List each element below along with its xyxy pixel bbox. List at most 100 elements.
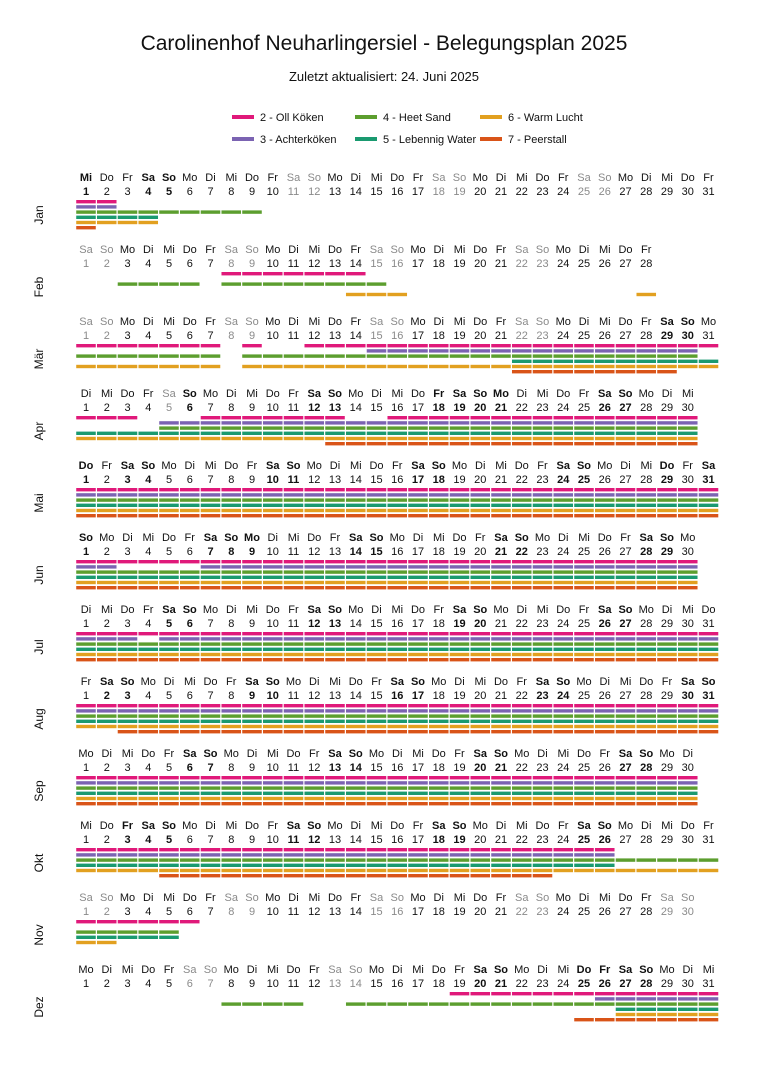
weekday-tick: Do (432, 964, 446, 976)
legend-item: 2 - Oll Köken (232, 112, 324, 124)
weekday-tick: Mo (618, 172, 633, 184)
day-tick: 27 (619, 618, 631, 630)
weekday-tick: Fr (413, 172, 424, 184)
occupancy-bar (262, 436, 283, 441)
weekday-tick: Sa (121, 460, 135, 472)
occupancy-bar (449, 786, 470, 790)
occupancy-bar (615, 781, 636, 785)
weekday-tick: Mo (493, 388, 509, 400)
occupancy-bar (200, 344, 221, 348)
occupancy-bar (242, 658, 262, 662)
occupancy-bar (262, 647, 283, 651)
occupancy-bar (76, 930, 96, 934)
occupancy-bar (636, 349, 657, 353)
day-tick: 24 (557, 834, 569, 846)
occupancy-bar (221, 704, 242, 708)
occupancy-bar (304, 637, 325, 641)
occupancy-bar (532, 436, 553, 441)
weekday-tick: Do (79, 460, 94, 472)
occupancy-bar (179, 647, 200, 651)
weekday-tick: Mo (701, 316, 716, 328)
month-block: SepMo1Di2Mi3Do4Fr5Sa6So7Mo8Di9Mi10Do11Fr… (32, 748, 698, 806)
occupancy-bar (553, 647, 574, 651)
occupancy-bar (636, 508, 657, 513)
day-tick: 6 (187, 186, 193, 198)
occupancy-bar (511, 992, 532, 996)
occupancy-bar (200, 560, 221, 564)
weekday-tick: Di (683, 748, 693, 760)
day-tick: 15 (370, 258, 382, 270)
weekday-tick: Fr (122, 172, 133, 184)
occupancy-bar (76, 508, 96, 513)
occupancy-bar (553, 796, 574, 801)
occupancy-bar (138, 344, 159, 348)
occupancy-bar (366, 442, 387, 446)
occupancy-bar (449, 730, 470, 734)
occupancy-bar (553, 416, 574, 420)
occupancy-bar (242, 781, 262, 785)
occupancy-bar (511, 503, 532, 507)
occupancy-bar (387, 586, 408, 590)
occupancy-bar (387, 853, 408, 857)
weekday-tick: Fr (600, 748, 611, 760)
occupancy-bar (428, 575, 449, 579)
weekday-tick: Mo (182, 172, 197, 184)
occupancy-bar (594, 426, 615, 430)
weekday-tick: Do (183, 892, 197, 904)
occupancy-bar (179, 848, 200, 852)
day-tick: 25 (578, 762, 590, 774)
day-tick: 17 (412, 834, 424, 846)
occupancy-bar (470, 874, 491, 878)
occupancy-bar (283, 704, 304, 708)
occupancy-bar (698, 508, 719, 513)
occupancy-bar (511, 868, 532, 873)
occupancy-bar (511, 786, 532, 790)
occupancy-bar (242, 730, 262, 734)
day-tick: 10 (267, 402, 279, 414)
occupancy-bar (636, 858, 657, 862)
weekday-tick: Do (141, 748, 155, 760)
occupancy-bar (511, 354, 532, 358)
weekday-tick: Sa (370, 316, 384, 328)
occupancy-bar (242, 436, 262, 441)
occupancy-bar (117, 791, 138, 795)
day-tick: 18 (433, 906, 445, 918)
occupancy-bar (96, 364, 117, 369)
day-tick: 25 (578, 690, 590, 702)
occupancy-bar (138, 642, 159, 646)
occupancy-bar (262, 565, 283, 569)
occupancy-bar (221, 210, 242, 214)
occupancy-bar (677, 442, 698, 446)
occupancy-bar (179, 786, 200, 790)
weekday-tick: Sa (391, 676, 405, 688)
occupancy-bar (325, 498, 345, 502)
occupancy-bar (408, 431, 428, 435)
occupancy-bar (511, 580, 532, 585)
weekday-tick: So (453, 172, 466, 184)
occupancy-bar (511, 637, 532, 641)
day-tick: 5 (166, 978, 172, 990)
occupancy-bar (283, 364, 304, 369)
weekday-tick: Sa (328, 964, 342, 976)
occupancy-bar (511, 719, 532, 723)
occupancy-bar (325, 714, 345, 718)
occupancy-bar (159, 488, 179, 492)
occupancy-bar (117, 848, 138, 852)
occupancy-bar (511, 647, 532, 651)
occupancy-bar (698, 1002, 719, 1006)
occupancy-bar (636, 292, 657, 297)
occupancy-bar (532, 503, 553, 507)
day-tick: 4 (145, 258, 151, 270)
day-tick: 19 (453, 186, 465, 198)
occupancy-bar (262, 575, 283, 579)
weekday-tick: Fr (247, 460, 258, 472)
weekday-tick: Di (226, 604, 236, 616)
occupancy-bar (283, 786, 304, 790)
weekday-tick: So (681, 892, 694, 904)
occupancy-bar (325, 786, 345, 790)
weekday-tick: Mo (265, 316, 280, 328)
occupancy-bar (449, 791, 470, 795)
occupancy-bar (159, 714, 179, 718)
day-tick: 26 (599, 690, 611, 702)
month-label: Apr (32, 422, 46, 441)
